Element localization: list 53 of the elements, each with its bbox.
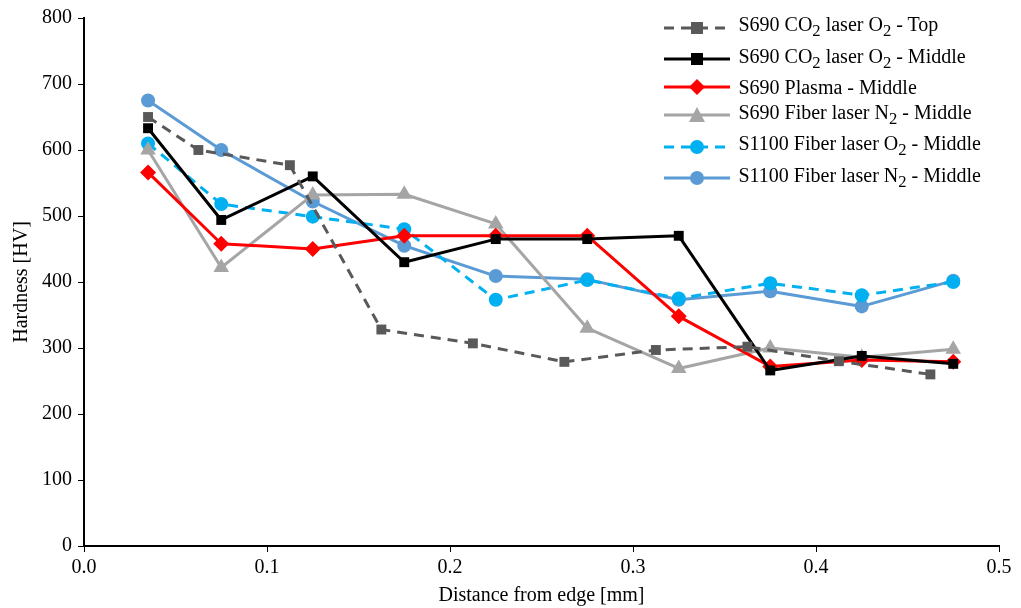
y-tick-label: 600: [42, 137, 72, 160]
point: [304, 241, 321, 257]
point: [214, 143, 229, 157]
y-tick-label: 0: [62, 533, 72, 556]
point: [488, 292, 503, 307]
point: [833, 356, 844, 367]
point: [582, 234, 593, 245]
point: [213, 235, 230, 252]
point: [670, 308, 687, 325]
legend-label: S1100 Fiber laser N$_{2}$ - Middle: [738, 162, 981, 193]
point: [650, 345, 661, 355]
point: [467, 338, 478, 349]
y-tick-label: 100: [42, 467, 72, 490]
y-tick-label: 500: [42, 203, 72, 226]
point: [742, 341, 753, 352]
y-tick-label: 200: [42, 401, 72, 424]
legend-label: S690 Fiber laser N$_{2}$ - Middle: [738, 99, 972, 130]
point: [307, 171, 318, 182]
x-tick-label: 0.4: [803, 555, 829, 578]
point: [216, 215, 227, 225]
legend-label: S690 Plasma - Middle: [738, 75, 917, 100]
x-tick-label: 0.5: [986, 555, 1012, 578]
y-tick-label: 700: [42, 71, 72, 94]
x-axis-title: Distance from edge [mm]: [438, 583, 645, 607]
point: [559, 356, 570, 367]
point: [396, 227, 413, 244]
point: [214, 197, 229, 212]
point: [140, 164, 157, 181]
point: [143, 112, 153, 122]
point: [141, 93, 156, 108]
point: [765, 365, 776, 376]
y-tick-label: 800: [42, 5, 72, 28]
point: [854, 288, 869, 303]
y-tick-label: 300: [42, 335, 72, 358]
point: [673, 230, 684, 241]
legend-label: S690 CO$_{2}$ laser O$_{2}$ - Top: [738, 12, 939, 42]
point: [490, 234, 501, 245]
y-tick-label: 400: [42, 269, 72, 292]
x-tick-label: 0.2: [437, 555, 463, 578]
point: [488, 269, 503, 284]
legend-label: S1100 Fiber laser O$_{2}$ - Middle: [738, 131, 981, 161]
legend-label: S690 CO$_{2}$ laser O$_{2}$ - Middle: [738, 43, 966, 74]
point: [376, 324, 387, 335]
y-axis-title: Hardness [HV]: [9, 221, 32, 343]
point: [193, 145, 204, 155]
point: [763, 276, 778, 291]
point: [143, 123, 153, 134]
x-tick-label: 0.3: [620, 555, 646, 578]
point: [399, 257, 410, 268]
point: [284, 160, 295, 171]
x-tick-label: 0.0: [71, 555, 97, 578]
x-tick-label: 0.1: [254, 555, 280, 578]
point: [925, 369, 936, 380]
